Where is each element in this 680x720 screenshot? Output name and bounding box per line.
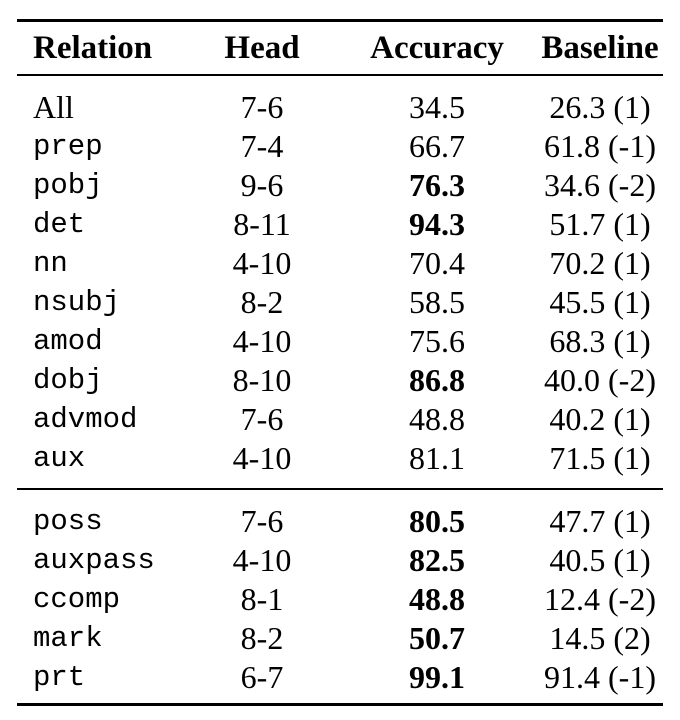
relation-cell: prep	[33, 130, 103, 163]
header-relation: Relation	[17, 20, 187, 76]
accuracy-cell: 94.3	[409, 206, 465, 242]
head-cell: 8-11	[233, 206, 291, 242]
head-cell: 8-2	[240, 620, 284, 656]
head-cell: 4-10	[232, 440, 292, 476]
relation-cell: mark	[33, 622, 103, 655]
accuracy-cell: 99.1	[409, 659, 465, 695]
accuracy-cell: 48.8	[409, 401, 465, 437]
baseline-cell: 12.4 (-2)	[544, 581, 656, 617]
accuracy-cell: 80.5	[409, 503, 465, 539]
relation-cell: All	[33, 89, 74, 125]
baseline-cell: 45.5 (1)	[549, 284, 651, 320]
accuracy-cell: 50.7	[409, 620, 465, 656]
baseline-cell: 71.5 (1)	[549, 440, 651, 476]
header-row: Relation Head Accuracy Baseline	[17, 20, 663, 76]
table-row: dobj 8-10 86.8 40.0 (-2)	[17, 361, 663, 400]
head-cell: 9-6	[240, 167, 284, 203]
head-cell: 4-10	[232, 542, 292, 578]
table-row: nn 4-10 70.4 70.2 (1)	[17, 244, 663, 283]
accuracy-cell: 76.3	[409, 167, 465, 203]
accuracy-cell: 75.6	[409, 323, 465, 359]
baseline-cell: 51.7 (1)	[549, 206, 651, 242]
relation-cell: dobj	[33, 364, 103, 397]
head-cell: 7-4	[240, 128, 284, 164]
head-cell: 8-10	[232, 362, 292, 398]
table-header: Relation Head Accuracy Baseline	[17, 20, 663, 76]
relation-cell: prt	[33, 661, 86, 694]
baseline-cell: 34.6 (-2)	[544, 167, 656, 203]
head-cell: 8-2	[240, 284, 284, 320]
table-row: prep 7-4 66.7 61.8 (-1)	[17, 127, 663, 166]
relation-cell: poss	[33, 505, 103, 538]
baseline-cell: 61.8 (-1)	[544, 128, 656, 164]
table-row: advmod 7-6 48.8 40.2 (1)	[17, 400, 663, 439]
relation-cell: nn	[33, 247, 68, 280]
accuracy-cell: 81.1	[409, 440, 465, 476]
header-baseline: Baseline	[537, 20, 663, 76]
table-section-common-relations: All 7-6 34.5 26.3 (1) prep 7-4 66.7 61.8…	[17, 75, 663, 489]
head-cell: 4-10	[232, 323, 292, 359]
dependency-relations-table: Relation Head Accuracy Baseline All 7-6 …	[17, 19, 663, 706]
relation-cell: pobj	[33, 169, 103, 202]
table-row: auxpass 4-10 82.5 40.5 (1)	[17, 541, 663, 580]
table-row: aux 4-10 81.1 71.5 (1)	[17, 439, 663, 489]
baseline-cell: 40.0 (-2)	[544, 362, 656, 398]
accuracy-cell: 34.5	[409, 89, 465, 125]
table-row: nsubj 8-2 58.5 45.5 (1)	[17, 283, 663, 322]
relation-cell: nsubj	[33, 286, 121, 319]
head-cell: 4-10	[232, 245, 292, 281]
relation-cell: amod	[33, 325, 103, 358]
head-cell: 8-1	[240, 581, 284, 617]
accuracy-cell: 58.5	[409, 284, 465, 320]
table-row: mark 8-2 50.7 14.5 (2)	[17, 619, 663, 658]
accuracy-cell: 48.8	[409, 581, 465, 617]
table-section-other-relations: poss 7-6 80.5 47.7 (1) auxpass 4-10 82.5…	[17, 489, 663, 705]
table-row: All 7-6 34.5 26.3 (1)	[17, 75, 663, 127]
baseline-cell: 47.7 (1)	[549, 503, 651, 539]
baseline-cell: 14.5 (2)	[549, 620, 651, 656]
accuracy-cell: 86.8	[409, 362, 465, 398]
head-cell: 7-6	[240, 89, 284, 125]
table-row: pobj 9-6 76.3 34.6 (-2)	[17, 166, 663, 205]
header-head: Head	[187, 20, 337, 76]
relation-cell: ccomp	[33, 583, 121, 616]
accuracy-cell: 70.4	[409, 245, 465, 281]
relation-cell: det	[33, 208, 86, 241]
relation-cell: advmod	[33, 403, 138, 436]
head-cell: 7-6	[240, 503, 284, 539]
accuracy-cell: 82.5	[409, 542, 465, 578]
head-cell: 6-7	[240, 659, 284, 695]
accuracy-cell: 66.7	[409, 128, 465, 164]
table-row: amod 4-10 75.6 68.3 (1)	[17, 322, 663, 361]
relation-cell: aux	[33, 442, 86, 475]
table-row: prt 6-7 99.1 91.4 (-1)	[17, 658, 663, 705]
baseline-cell: 68.3 (1)	[549, 323, 651, 359]
table-row: ccomp 8-1 48.8 12.4 (-2)	[17, 580, 663, 619]
baseline-cell: 40.2 (1)	[549, 401, 651, 437]
relation-cell: auxpass	[33, 544, 155, 577]
table-row: det 8-11 94.3 51.7 (1)	[17, 205, 663, 244]
baseline-cell: 26.3 (1)	[549, 89, 651, 125]
head-cell: 7-6	[240, 401, 284, 437]
baseline-cell: 91.4 (-1)	[544, 659, 656, 695]
table-row: poss 7-6 80.5 47.7 (1)	[17, 489, 663, 541]
header-accuracy: Accuracy	[337, 20, 537, 76]
baseline-cell: 40.5 (1)	[549, 542, 651, 578]
baseline-cell: 70.2 (1)	[549, 245, 651, 281]
